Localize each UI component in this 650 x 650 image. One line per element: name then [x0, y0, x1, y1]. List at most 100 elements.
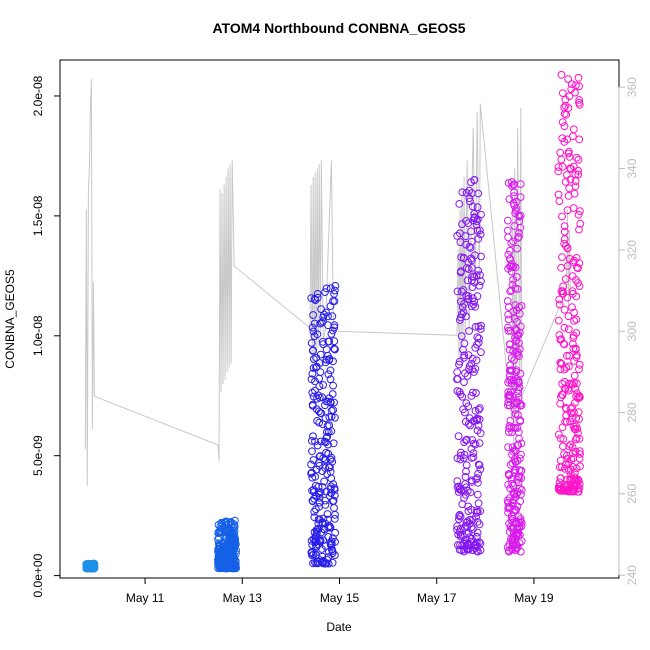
data-point-series-3 [313, 293, 322, 302]
data-point-series-6 [558, 118, 567, 126]
data-point-series-3 [328, 457, 337, 466]
data-point-series-6 [558, 162, 567, 171]
x-tick-label: May 13 [223, 591, 263, 605]
data-point-series-3 [321, 288, 329, 297]
data-point-series-6 [576, 219, 585, 228]
data-point-series-5 [517, 486, 526, 494]
data-point-series-3 [308, 447, 316, 456]
data-point-series-6 [564, 75, 573, 83]
data-point-series-6 [557, 155, 566, 164]
data-point-series-6 [557, 359, 565, 368]
data-point-series-4 [464, 265, 473, 274]
data-point-series-6 [567, 164, 575, 173]
chart-marks [82, 70, 585, 573]
data-point-series-4 [462, 264, 471, 272]
data-point-series-6 [565, 92, 574, 101]
data-point-series-4 [460, 353, 468, 362]
data-point-series-5 [516, 180, 525, 189]
data-point-series-4 [454, 432, 463, 441]
data-point-series-6 [555, 295, 564, 304]
data-point-series-5 [513, 244, 521, 253]
data-point-series-4 [453, 287, 462, 296]
data-point-series-3 [330, 286, 339, 295]
data-point-series-4 [465, 327, 474, 335]
data-point-series-3 [318, 393, 327, 402]
data-point-series-5 [512, 336, 521, 345]
data-point-series-6 [562, 110, 571, 119]
data-point-series-6 [576, 207, 584, 216]
data-point-series-3 [315, 382, 324, 391]
data-point-series-4 [464, 292, 473, 301]
data-point-series-3 [327, 482, 335, 491]
data-point-series-5 [510, 222, 519, 230]
data-point-series-5 [506, 367, 515, 375]
data-point-series-4 [473, 518, 482, 526]
data-point-series-3 [320, 477, 329, 486]
data-point-series-6 [563, 351, 571, 360]
data-point-series-5 [504, 470, 513, 478]
data-point-series-3 [307, 339, 316, 347]
data-point-series-2 [221, 521, 230, 530]
data-point-series-3 [327, 406, 336, 415]
data-point-series-6 [554, 190, 563, 199]
data-point-series-6 [575, 225, 583, 234]
data-point-series-4 [458, 303, 467, 312]
data-point-series-6 [565, 362, 573, 371]
data-point-series-5 [505, 394, 514, 403]
data-point-series-5 [511, 519, 519, 528]
data-point-series-3 [310, 488, 318, 496]
y-tick-label: 5.0e-09 [31, 435, 45, 476]
data-point-series-4 [464, 541, 472, 550]
data-point-series-5 [513, 399, 522, 407]
data-point-series-4 [468, 534, 476, 543]
data-point-series-2 [229, 537, 238, 546]
data-point-series-5 [511, 405, 519, 414]
data-point-series-6 [559, 282, 567, 291]
data-point-series-6 [568, 287, 577, 296]
data-point-series-6 [574, 477, 583, 485]
data-point-series-6 [570, 371, 579, 380]
data-point-series-4 [462, 217, 471, 225]
data-point-series-6 [559, 435, 568, 443]
data-point-series-5 [509, 181, 518, 189]
data-point-series-4 [473, 490, 482, 499]
axes: May 11 May 13 May 15 May 17 May 19 0.0e+00 5.0… [31, 75, 639, 605]
y2-tick-label: 260 [625, 483, 639, 503]
data-point-series-4 [461, 417, 470, 426]
data-point-series-3 [328, 390, 337, 398]
data-point-series-6 [565, 486, 573, 495]
data-point-series-5 [504, 428, 513, 436]
data-point-series-3 [318, 545, 326, 553]
data-point-series-5 [514, 389, 523, 398]
data-point-series-5 [513, 424, 522, 432]
data-point-series-5 [516, 416, 525, 425]
data-point-series-4 [468, 436, 477, 444]
data-point-series-3 [315, 461, 324, 470]
data-point-series-4 [475, 461, 484, 470]
data-point-series-3 [308, 551, 316, 560]
data-point-series-6 [558, 134, 567, 143]
data-point-series-3 [326, 375, 335, 384]
y-tick-label: 1.5e-08 [31, 195, 45, 236]
data-point-series-5 [514, 472, 523, 481]
data-point-series-6 [554, 430, 563, 439]
data-point-series-4 [458, 531, 467, 540]
data-point-series-6 [556, 463, 564, 472]
y-axis-label: CONBNA_GEOS5 [3, 269, 17, 369]
data-point-series-3 [329, 381, 338, 390]
data-point-series-4 [476, 539, 485, 548]
data-point-series-4 [466, 244, 475, 252]
data-point-series-6 [567, 80, 576, 89]
data-point-series-6 [575, 96, 584, 104]
data-point-series-5 [516, 399, 525, 408]
data-point-series-3 [323, 422, 332, 430]
data-point-series-4 [455, 360, 463, 369]
data-point-series-3 [311, 532, 320, 541]
data-point-series-4 [472, 356, 481, 365]
data-point-series-3 [326, 398, 335, 407]
data-point-series-4 [476, 271, 484, 280]
data-point-series-4 [453, 454, 462, 463]
data-point-series-6 [558, 390, 566, 399]
data-point-series-5 [509, 307, 518, 316]
